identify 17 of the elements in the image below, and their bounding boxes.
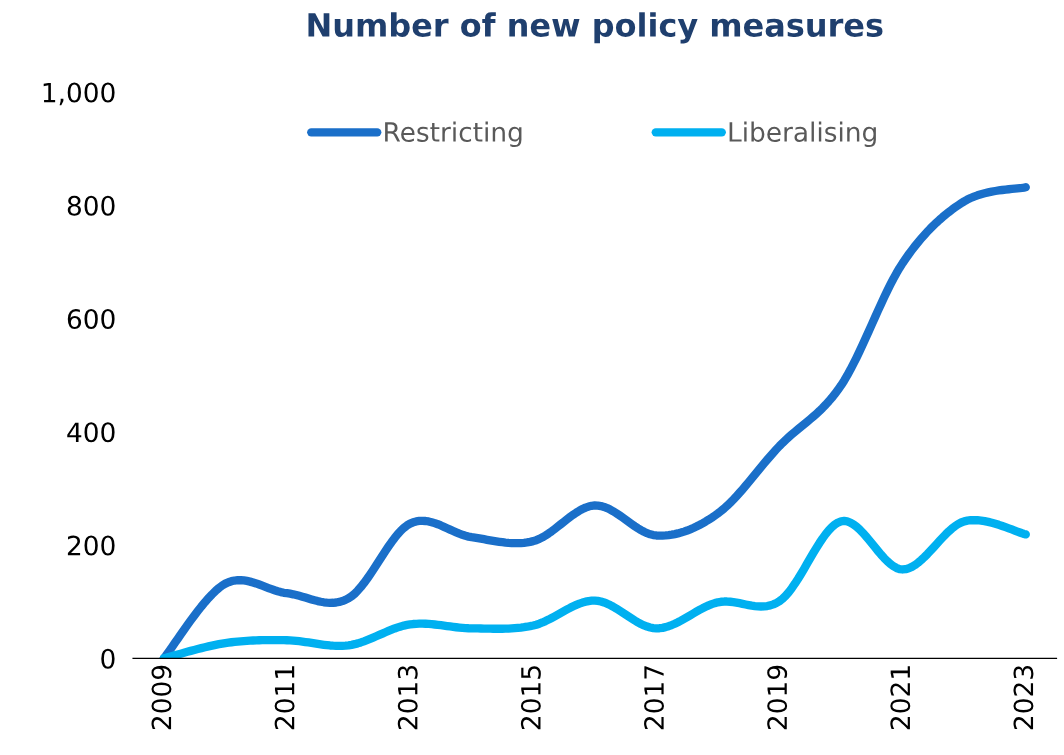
x-tick-label: 2021 bbox=[890, 666, 911, 730]
x-tick-label: 2019 bbox=[767, 665, 788, 730]
y-tick-label: 1,000 bbox=[43, 82, 115, 106]
x-tick-label: 2009 bbox=[151, 665, 172, 730]
legend-label: Restricting bbox=[385, 121, 522, 148]
x-tick-label: 2023 bbox=[1013, 666, 1034, 730]
y-tick-label: 400 bbox=[67, 422, 115, 443]
x-tick-label: 2017 bbox=[644, 666, 664, 730]
x-tick-label: 2011 bbox=[274, 666, 295, 730]
y-tick-label: 800 bbox=[67, 195, 115, 216]
y-tick-label: 200 bbox=[67, 535, 115, 556]
chart-title: Number of new policy measures bbox=[308, 12, 883, 44]
y-tick-label: 0 bbox=[101, 648, 115, 669]
x-tick-label: 2013 bbox=[397, 666, 418, 730]
legend-label: Liberalising bbox=[729, 121, 876, 148]
y-tick-label: 600 bbox=[67, 309, 115, 330]
x-tick-label: 2015 bbox=[520, 666, 541, 730]
